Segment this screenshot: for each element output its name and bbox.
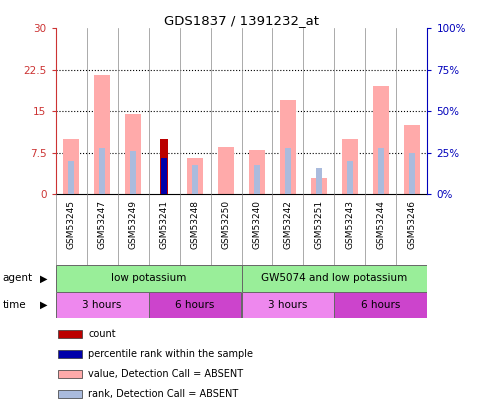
Text: GSM53244: GSM53244: [376, 200, 385, 249]
Bar: [347, 161, 353, 194]
Text: 6 hours: 6 hours: [175, 300, 215, 310]
Bar: [311, 178, 327, 194]
Bar: [334, 292, 427, 318]
Bar: [56, 265, 242, 292]
Bar: [192, 164, 198, 194]
Text: GSM53245: GSM53245: [67, 200, 75, 249]
Bar: [404, 125, 420, 194]
Text: ▶: ▶: [40, 273, 47, 283]
Bar: [58, 390, 82, 398]
Bar: [249, 150, 265, 194]
Bar: [130, 151, 136, 194]
Text: ▶: ▶: [40, 300, 47, 310]
Bar: [242, 265, 427, 292]
Bar: [409, 153, 415, 194]
Text: GDS1837 / 1391232_at: GDS1837 / 1391232_at: [164, 14, 319, 27]
Text: percentile rank within the sample: percentile rank within the sample: [88, 349, 254, 358]
Bar: [316, 168, 322, 194]
Text: value, Detection Call = ABSENT: value, Detection Call = ABSENT: [88, 369, 243, 379]
Bar: [99, 148, 105, 194]
Bar: [58, 370, 82, 377]
Text: 3 hours: 3 hours: [268, 300, 308, 310]
Text: GSM53248: GSM53248: [190, 200, 199, 249]
Text: GSM53243: GSM53243: [345, 200, 355, 249]
Text: agent: agent: [2, 273, 32, 283]
Bar: [242, 292, 334, 318]
Text: GW5074 and low potassium: GW5074 and low potassium: [261, 273, 408, 283]
Bar: [373, 87, 389, 194]
Text: GSM53247: GSM53247: [98, 200, 107, 249]
Text: GSM53240: GSM53240: [253, 200, 261, 249]
Bar: [56, 292, 149, 318]
Bar: [254, 164, 260, 194]
Text: 6 hours: 6 hours: [361, 300, 401, 310]
Bar: [378, 148, 384, 194]
Text: GSM53251: GSM53251: [314, 200, 324, 249]
Bar: [63, 139, 79, 194]
Text: 3 hours: 3 hours: [82, 300, 122, 310]
Bar: [58, 350, 82, 358]
Bar: [280, 100, 296, 194]
Bar: [342, 139, 358, 194]
Text: GSM53241: GSM53241: [159, 200, 169, 249]
Bar: [58, 330, 82, 337]
Text: low potassium: low potassium: [111, 273, 186, 283]
Bar: [68, 161, 74, 194]
Bar: [218, 147, 234, 194]
Text: GSM53246: GSM53246: [408, 200, 416, 249]
Text: rank, Detection Call = ABSENT: rank, Detection Call = ABSENT: [88, 389, 239, 399]
Bar: [285, 148, 291, 194]
Bar: [160, 139, 168, 194]
Text: GSM53242: GSM53242: [284, 200, 293, 249]
Text: time: time: [2, 300, 26, 310]
Bar: [187, 158, 203, 194]
Text: count: count: [88, 328, 116, 339]
Bar: [161, 158, 167, 194]
Text: GSM53250: GSM53250: [222, 200, 230, 249]
Bar: [94, 75, 110, 194]
Bar: [149, 292, 242, 318]
Text: GSM53249: GSM53249: [128, 200, 138, 249]
Bar: [125, 114, 141, 194]
